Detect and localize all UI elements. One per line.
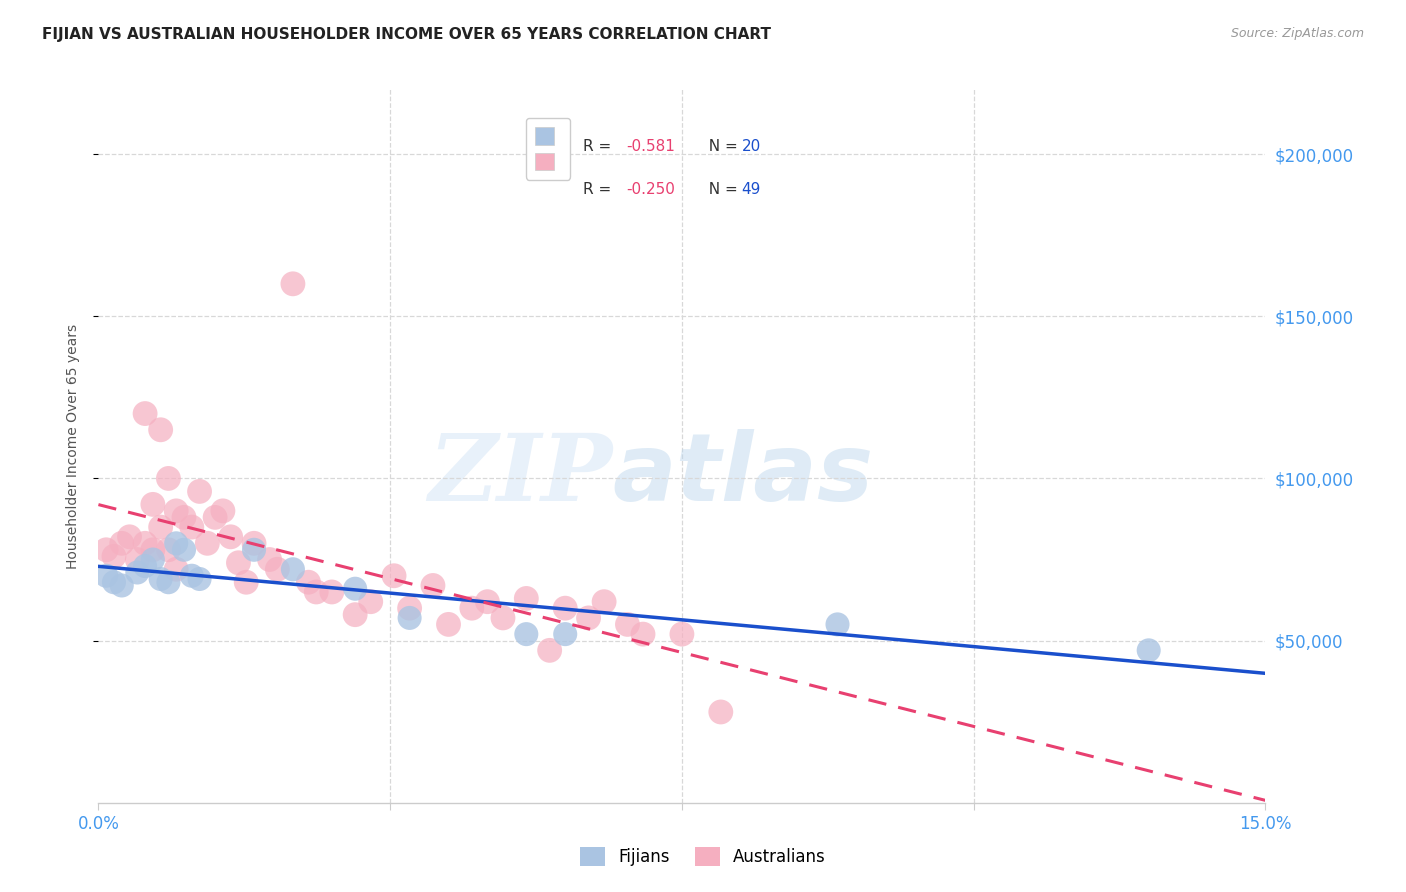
- Point: [382, 568, 405, 582]
- Point: [157, 575, 180, 590]
- Point: [111, 536, 134, 550]
- Point: [437, 617, 460, 632]
- Point: [259, 552, 281, 566]
- Text: 49: 49: [741, 182, 761, 197]
- Text: ZIP: ZIP: [427, 430, 612, 519]
- Point: [165, 562, 187, 576]
- Text: atlas: atlas: [612, 428, 873, 521]
- Point: [243, 536, 266, 550]
- Point: [477, 595, 499, 609]
- Point: [134, 559, 156, 574]
- Point: [165, 504, 187, 518]
- Point: [180, 520, 202, 534]
- Point: [593, 595, 616, 609]
- Point: [149, 423, 172, 437]
- Legend: , : ,: [526, 119, 571, 179]
- Point: [515, 591, 537, 606]
- Point: [111, 578, 134, 592]
- Point: [219, 530, 242, 544]
- Point: [344, 607, 367, 622]
- Point: [212, 504, 235, 518]
- Point: [142, 542, 165, 557]
- Point: [195, 536, 218, 550]
- Point: [228, 556, 250, 570]
- Point: [188, 572, 211, 586]
- Point: [398, 611, 420, 625]
- Point: [127, 552, 149, 566]
- Point: [157, 542, 180, 557]
- Point: [142, 552, 165, 566]
- Point: [281, 277, 304, 291]
- Point: [134, 536, 156, 550]
- Point: [281, 562, 304, 576]
- Point: [134, 407, 156, 421]
- Text: Source: ZipAtlas.com: Source: ZipAtlas.com: [1230, 27, 1364, 40]
- Y-axis label: Householder Income Over 65 years: Householder Income Over 65 years: [66, 324, 80, 568]
- Text: N =: N =: [699, 182, 742, 197]
- Point: [321, 585, 343, 599]
- Point: [827, 617, 849, 632]
- Point: [157, 471, 180, 485]
- Point: [103, 549, 125, 564]
- Point: [165, 536, 187, 550]
- Point: [554, 627, 576, 641]
- Point: [96, 542, 118, 557]
- Point: [671, 627, 693, 641]
- Point: [243, 542, 266, 557]
- Point: [631, 627, 654, 641]
- Point: [360, 595, 382, 609]
- Point: [149, 572, 172, 586]
- Point: [305, 585, 328, 599]
- Legend: Fijians, Australians: Fijians, Australians: [572, 838, 834, 875]
- Point: [204, 510, 226, 524]
- Point: [538, 643, 561, 657]
- Text: N =: N =: [699, 139, 742, 154]
- Text: R =: R =: [582, 182, 616, 197]
- Text: R =: R =: [582, 139, 616, 154]
- Point: [710, 705, 733, 719]
- Point: [515, 627, 537, 641]
- Point: [173, 510, 195, 524]
- Point: [96, 568, 118, 582]
- Point: [616, 617, 638, 632]
- Point: [173, 542, 195, 557]
- Point: [578, 611, 600, 625]
- Point: [180, 568, 202, 582]
- Point: [422, 578, 444, 592]
- Point: [398, 601, 420, 615]
- Point: [297, 575, 319, 590]
- Point: [188, 484, 211, 499]
- Point: [344, 582, 367, 596]
- Point: [1137, 643, 1160, 657]
- Point: [149, 520, 172, 534]
- Text: -0.250: -0.250: [626, 182, 675, 197]
- Point: [492, 611, 515, 625]
- Text: -0.581: -0.581: [626, 139, 675, 154]
- Point: [266, 562, 288, 576]
- Point: [461, 601, 484, 615]
- Text: FIJIAN VS AUSTRALIAN HOUSEHOLDER INCOME OVER 65 YEARS CORRELATION CHART: FIJIAN VS AUSTRALIAN HOUSEHOLDER INCOME …: [42, 27, 770, 42]
- Point: [235, 575, 257, 590]
- Text: 20: 20: [741, 139, 761, 154]
- Point: [127, 566, 149, 580]
- Point: [118, 530, 141, 544]
- Point: [554, 601, 576, 615]
- Point: [103, 575, 125, 590]
- Point: [142, 497, 165, 511]
